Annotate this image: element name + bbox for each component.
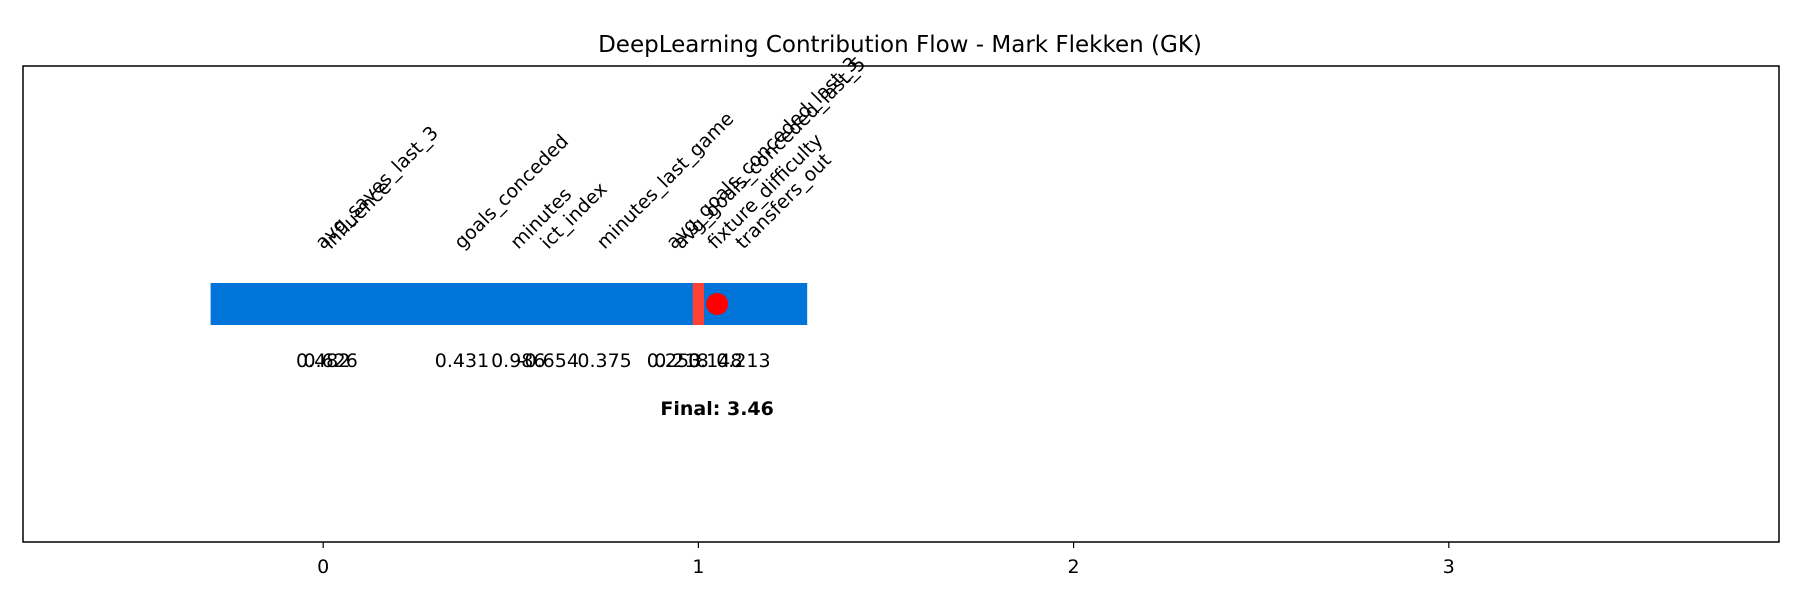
final-label: Final: 3.46 [660,398,773,420]
value-label: 0.482 [296,350,350,372]
x-tick-label: 3 [1443,556,1455,578]
chart-title: DeepLearning Contribution Flow - Mark Fl… [598,32,1202,58]
value-label: 0.213 [716,350,770,372]
plot-area [22,65,1780,543]
value-label: 0.218 [654,350,708,372]
highlight-bar [692,283,705,325]
value-label: 0.148 [688,350,742,372]
value-label: 0.431 [435,350,489,372]
value-label: 0.375 [577,350,631,372]
value-label: -0.654 [518,350,579,372]
value-label: 0.626 [303,350,357,372]
bar-layer [210,283,808,325]
feature-label: influence [319,176,396,253]
x-tick-label: 1 [692,556,704,578]
x-tick-label: 0 [317,556,329,578]
value-label: 0.253 [647,350,701,372]
x-tick-label: 2 [1068,556,1080,578]
final-marker [706,293,729,315]
x-axis: 0 1 2 3 [317,542,1455,578]
value-label: 0.986 [491,350,545,372]
